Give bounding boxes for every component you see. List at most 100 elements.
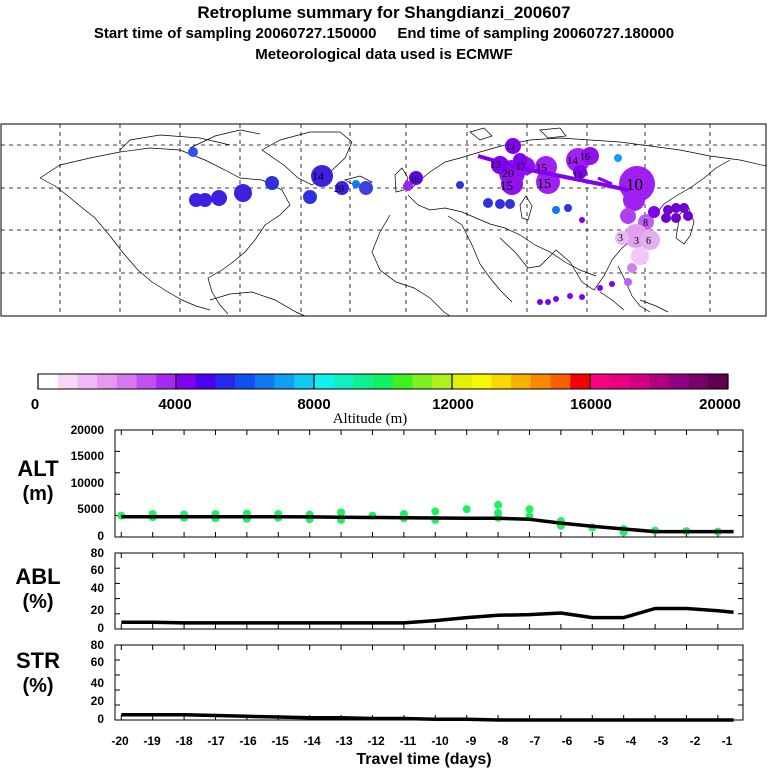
plume-label: 13 <box>490 159 502 171</box>
plume-label: 14 <box>312 169 324 183</box>
colorbar-cell <box>373 374 394 389</box>
colorbar-cell <box>550 374 571 389</box>
sampling-period: Start time of sampling 20060727.150000 E… <box>93 25 675 42</box>
colorbar-cell <box>392 374 413 389</box>
abl-y-tick: 80 <box>91 546 105 560</box>
x-axis-title: Travel time (days) <box>356 751 491 768</box>
colorbar-cell <box>629 374 650 389</box>
colorbar-cell <box>471 374 492 389</box>
plume-label: 8 <box>643 218 648 229</box>
colorbar-ticks <box>37 374 729 389</box>
x-tick-label: -9 <box>466 734 477 748</box>
alt-panel-unit: (m) <box>22 483 53 505</box>
plume-label: 12 <box>506 142 515 152</box>
x-tick-label: -10 <box>431 734 449 748</box>
str-panel-name: STR <box>16 648 60 673</box>
colorbar-cell <box>195 374 216 389</box>
alt-y-tick: 20000 <box>71 423 105 437</box>
colorbar-cell <box>530 374 551 389</box>
plume-label: 20 <box>502 166 514 180</box>
alt-panel-frame <box>114 429 744 538</box>
abl-panel <box>114 552 744 630</box>
x-tick-label: -19 <box>143 734 161 748</box>
colorbar-cell <box>176 374 197 389</box>
x-tick-label: -16 <box>239 734 257 748</box>
colorbar-cell <box>708 374 729 389</box>
colorbar-cell <box>570 374 591 389</box>
plume-marker-labels: 10 15 15 20 14 8 3 6 3 14 20 13 15 16 18… <box>312 142 651 247</box>
colorbar-cell <box>215 374 236 389</box>
altitude-colorbar: 0 4000 8000 12000 16000 20000 Altitude (… <box>31 373 741 427</box>
alt-scatter-point <box>494 500 503 509</box>
colorbar-tick-label: 4000 <box>158 396 191 413</box>
str-panel-frame <box>114 644 744 721</box>
x-tick-label: -18 <box>175 734 193 748</box>
colorbar-cell <box>452 374 473 389</box>
colorbar-cell <box>432 374 453 389</box>
alt-scatter-point <box>462 505 471 514</box>
abl-series-line <box>121 606 734 625</box>
colorbar-cell <box>314 374 335 389</box>
colorbar-cell <box>254 374 275 389</box>
colorbar-cell <box>274 374 295 389</box>
alt-scatter-point <box>431 507 440 516</box>
alt-scatter-point <box>337 508 346 517</box>
str-y-tick: 40 <box>91 676 105 690</box>
colorbar-cell <box>77 374 98 389</box>
x-tick-label: -12 <box>367 734 385 748</box>
colorbar-cell <box>97 374 118 389</box>
str-panel-unit: (%) <box>22 675 53 697</box>
plume-label: 15 <box>500 178 513 193</box>
plume-label: 17 <box>516 162 526 173</box>
colorbar-label: Altitude (m) <box>333 411 408 427</box>
colorbar-cell <box>688 374 709 389</box>
plume-label: 20 <box>334 184 344 195</box>
str-panel <box>114 644 744 722</box>
colorbar-cell <box>353 374 374 389</box>
y-axis-ticks: 20000 15000 10000 5000 0 80 60 40 20 0 8… <box>71 423 105 726</box>
str-y-tick: 60 <box>91 655 105 669</box>
line-panels <box>114 429 744 722</box>
str-y-tick: 20 <box>91 694 105 708</box>
colorbar-cell <box>590 374 611 389</box>
x-tick-label: -17 <box>207 734 225 748</box>
x-tick-label: -2 <box>690 734 701 748</box>
colorbar-cell <box>649 374 670 389</box>
map-panel: 10 15 15 20 14 8 3 6 3 14 20 13 15 16 18… <box>0 123 767 317</box>
x-tick-label: -11 <box>400 734 417 748</box>
x-tick-label: -13 <box>335 734 353 748</box>
colorbar-cell <box>491 374 512 389</box>
plume-label: 15 <box>537 177 551 192</box>
colorbar-tick-label: 8000 <box>297 396 330 413</box>
alt-y-tick: 15000 <box>71 449 105 463</box>
plume-label: 10 <box>626 175 643 194</box>
colorbar-cell <box>412 374 433 389</box>
plume-label: 16 <box>580 152 590 163</box>
x-tick-label: -3 <box>658 734 669 748</box>
alt-panel-name: ALT <box>17 456 59 481</box>
str-y-tick: 80 <box>91 638 105 652</box>
x-tick-label: -15 <box>271 734 289 748</box>
x-tick-label: -14 <box>303 734 321 748</box>
chart-title: Retroplume summary for Shangdianzi_20060… <box>197 3 571 22</box>
colorbar-tick-label: 16000 <box>570 396 612 413</box>
x-tick-label: -8 <box>498 734 509 748</box>
plume-label: 3 <box>634 236 639 247</box>
abl-y-tick: 40 <box>91 581 105 595</box>
abl-y-tick: 20 <box>91 603 105 617</box>
x-tick-label: -6 <box>562 734 573 748</box>
colorbar-cell <box>57 374 78 389</box>
x-tick-label: -4 <box>626 734 637 748</box>
colorbar-tick-label: 0 <box>31 396 39 413</box>
str-series-line <box>121 713 734 722</box>
x-tick-label: -1 <box>722 734 733 748</box>
colorbar-cell <box>333 374 354 389</box>
plume-label: 14 <box>567 155 579 167</box>
colorbar-cell <box>511 374 532 389</box>
alt-y-tick: 5000 <box>77 502 104 516</box>
plume-label: 3 <box>618 233 623 244</box>
colorbar-cell <box>609 374 630 389</box>
met-data-note: Meteorological data used is ECMWF <box>255 46 513 63</box>
colorbar-cells <box>38 374 729 389</box>
